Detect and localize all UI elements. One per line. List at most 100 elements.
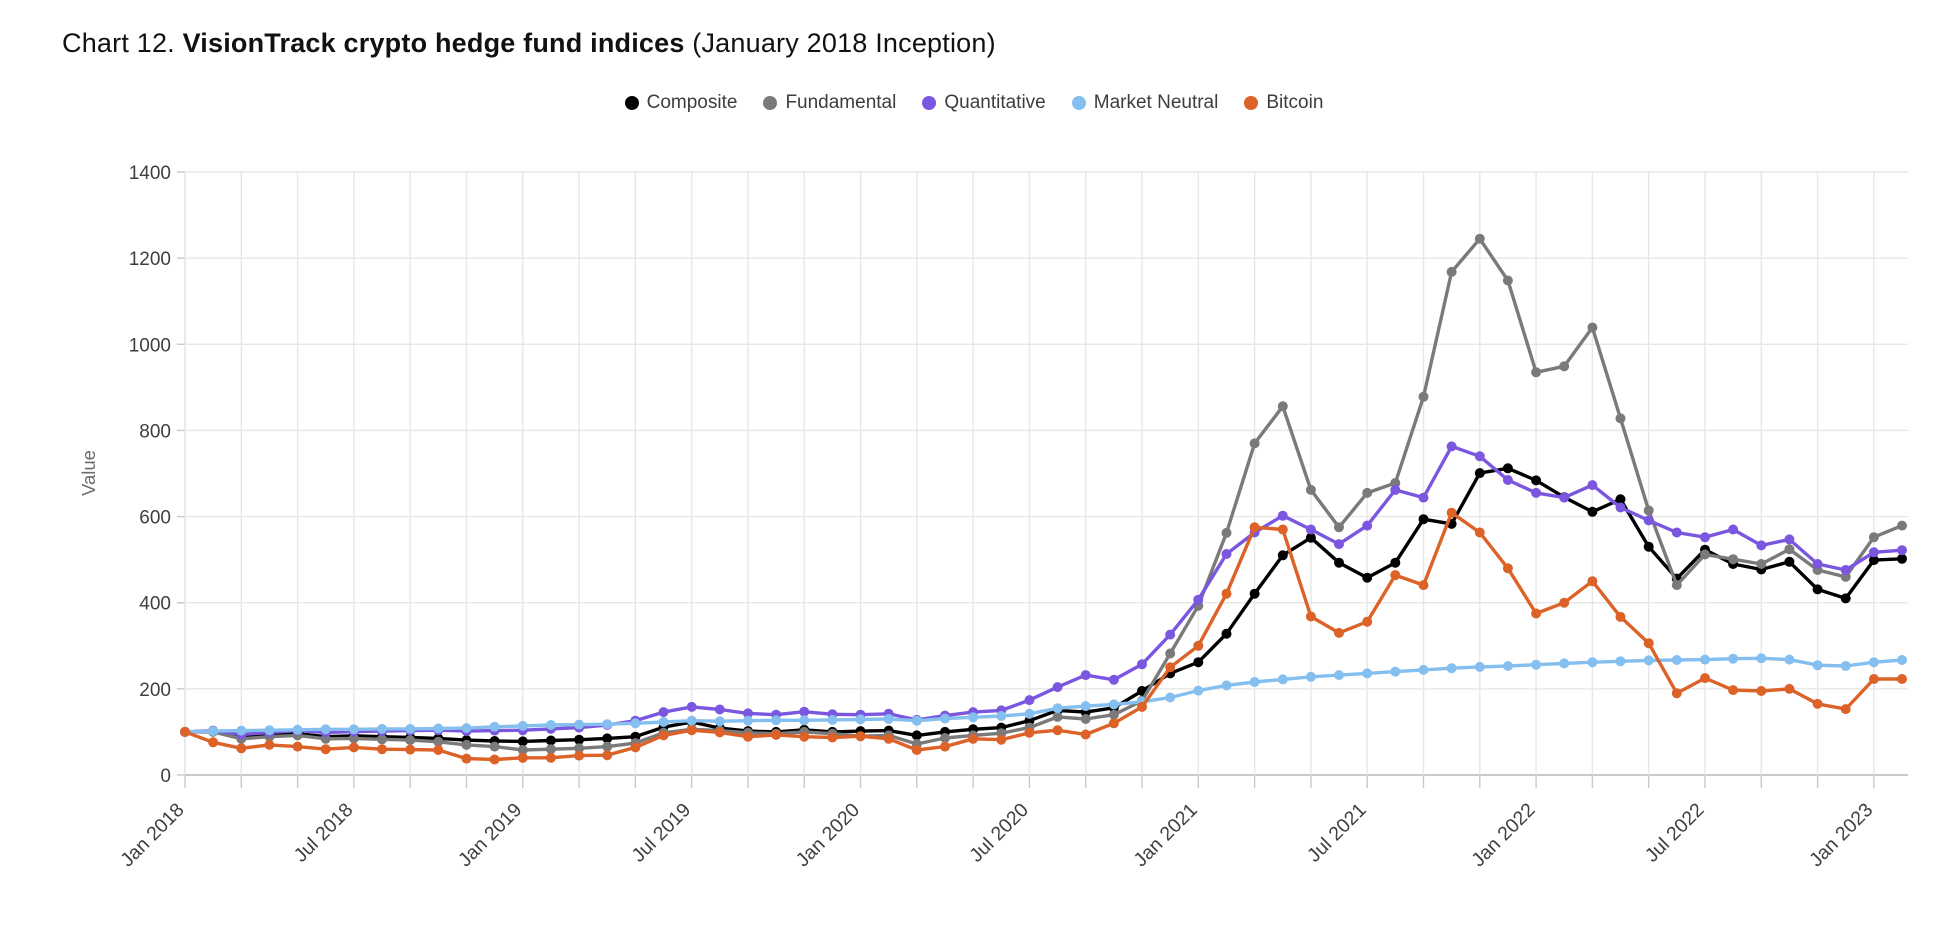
- data-point: [1615, 502, 1626, 513]
- data-point: [1446, 663, 1457, 674]
- data-point: [1165, 692, 1176, 703]
- data-point: [1080, 729, 1091, 740]
- legend-item-market-neutral: Market Neutral: [1071, 92, 1218, 114]
- data-point: [658, 707, 669, 718]
- data-point: [1531, 487, 1542, 498]
- chart-title-main: VisionTrack crypto hedge fund indices: [182, 28, 685, 58]
- data-point: [911, 745, 922, 755]
- data-point: [1193, 640, 1204, 651]
- data-point: [799, 706, 810, 717]
- data-point: [1868, 657, 1879, 668]
- y-axis-title: Value: [78, 450, 99, 496]
- data-point: [1277, 550, 1288, 561]
- data-point: [1080, 714, 1091, 724]
- data-point: [940, 713, 950, 724]
- data-point: [1418, 664, 1429, 675]
- data-point: [1024, 727, 1035, 738]
- chart-title-suffix: (January 2018 Inception): [684, 28, 996, 58]
- data-point: [1728, 653, 1739, 664]
- data-point: [1502, 661, 1513, 671]
- data-point: [1559, 597, 1570, 608]
- data-point: [1643, 655, 1654, 666]
- chart-legend: Composite Fundamental Quantitative Market N…: [0, 92, 1948, 114]
- data-point: [1812, 584, 1823, 595]
- data-point: [574, 743, 585, 754]
- data-point: [545, 752, 556, 763]
- data-point: [1108, 699, 1119, 710]
- data-point: [1840, 565, 1851, 575]
- data-point: [883, 733, 894, 744]
- legend-dot-icon: [922, 96, 937, 110]
- data-point: [1671, 527, 1682, 538]
- data-point: [517, 720, 528, 731]
- legend-item-bitcoin: Bitcoin: [1244, 92, 1323, 114]
- data-point: [1193, 594, 1204, 605]
- data-point: [377, 723, 387, 734]
- data-point: [405, 735, 416, 746]
- data-point: [1587, 576, 1598, 587]
- data-point: [1502, 563, 1513, 574]
- legend-item-quantitative: Quantitative: [922, 92, 1046, 114]
- data-point: [1474, 527, 1485, 538]
- data-point: [1474, 468, 1485, 479]
- data-point: [1531, 475, 1542, 486]
- data-point: [827, 714, 838, 725]
- legend-label: Fundamental: [785, 92, 897, 113]
- data-point: [1024, 708, 1035, 719]
- data-point: [743, 731, 753, 742]
- data-point: [1305, 671, 1316, 682]
- data-point: [1587, 322, 1598, 333]
- data-point: [1531, 367, 1542, 378]
- data-point: [545, 735, 556, 746]
- data-point: [517, 752, 528, 763]
- data-point: [1418, 492, 1429, 503]
- x-tick-label: Jul 2019: [627, 799, 695, 867]
- y-tick-label: 200: [139, 680, 171, 701]
- data-point: [1897, 520, 1907, 531]
- data-point: [1784, 556, 1795, 567]
- data-point: [1052, 711, 1063, 722]
- data-point: [855, 714, 866, 725]
- data-point: [686, 701, 697, 712]
- data-point: [1305, 484, 1316, 495]
- data-point: [1362, 616, 1373, 627]
- data-point: [1362, 668, 1373, 679]
- x-tick-label: Jan 2019: [454, 799, 526, 871]
- data-point: [1390, 557, 1401, 568]
- y-tick-label: 0: [160, 766, 171, 787]
- data-point: [799, 715, 810, 726]
- data-point: [292, 724, 303, 735]
- data-point: [1305, 532, 1316, 543]
- data-point: [1108, 718, 1119, 729]
- y-tick-label: 800: [139, 421, 171, 442]
- data-point: [1868, 532, 1879, 543]
- data-point: [208, 726, 219, 737]
- data-point: [630, 742, 641, 753]
- data-point: [1643, 541, 1654, 552]
- data-point: [1559, 658, 1570, 669]
- y-tick-label: 400: [139, 594, 171, 615]
- series-line-fundamental: [183, 237, 1904, 752]
- legend-label: Quantitative: [944, 92, 1046, 113]
- y-tick-label: 1000: [129, 335, 171, 356]
- data-point: [1165, 662, 1176, 673]
- data-point: [1108, 674, 1119, 685]
- data-point: [1671, 655, 1682, 665]
- data-point: [714, 727, 725, 738]
- data-point: [1137, 659, 1147, 670]
- data-point: [1587, 657, 1598, 668]
- legend-label: Bitcoin: [1266, 92, 1324, 113]
- data-point: [1897, 674, 1907, 684]
- data-point: [1418, 514, 1429, 525]
- data-point: [968, 712, 979, 723]
- data-point: [1812, 698, 1823, 709]
- data-point: [996, 734, 1007, 745]
- data-point: [1221, 680, 1232, 691]
- data-point: [1897, 545, 1907, 556]
- data-point: [1362, 487, 1373, 498]
- data-point: [1474, 661, 1485, 672]
- data-point: [1671, 688, 1682, 699]
- data-point: [686, 725, 697, 736]
- data-point: [405, 723, 416, 734]
